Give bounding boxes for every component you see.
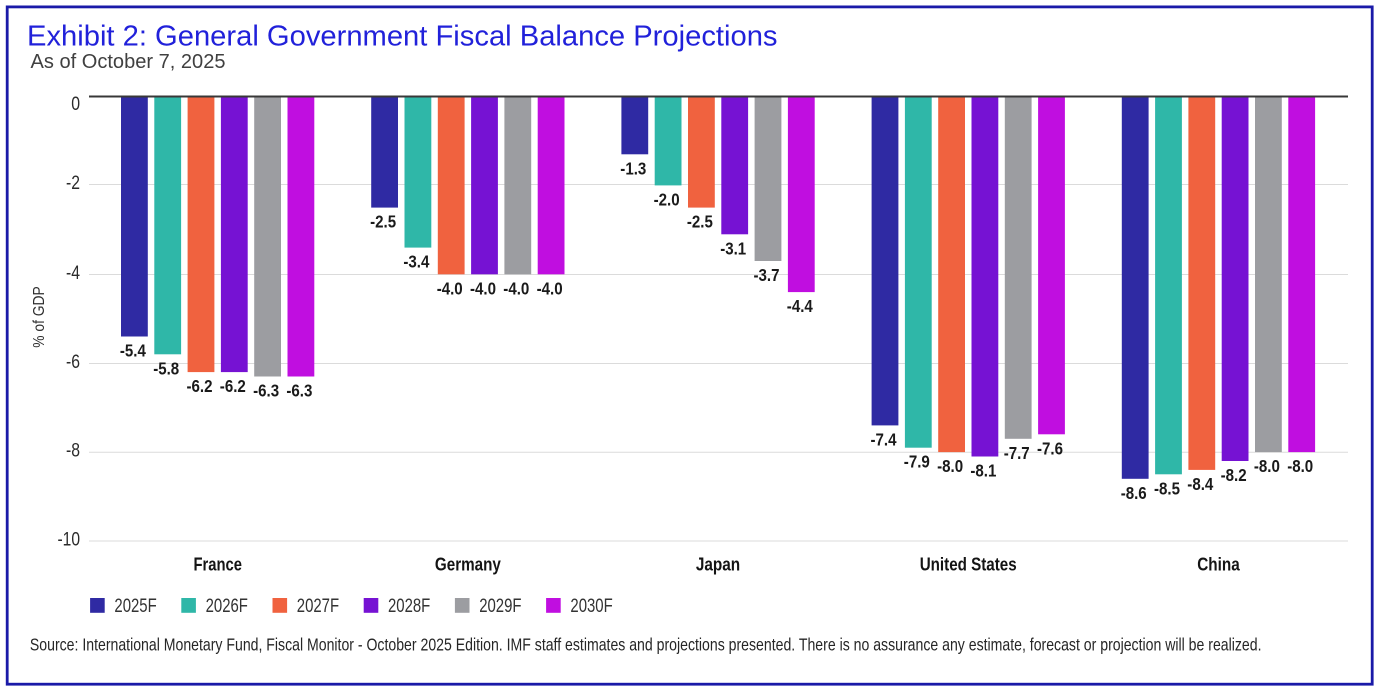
svg-text:As of October 7, 2025: As of October 7, 2025 xyxy=(31,51,226,73)
svg-text:2027F: 2027F xyxy=(297,596,339,617)
svg-text:-4.4: -4.4 xyxy=(787,296,813,316)
svg-text:-7.9: -7.9 xyxy=(904,452,930,472)
svg-text:-3.1: -3.1 xyxy=(720,238,746,258)
svg-text:-7.6: -7.6 xyxy=(1037,438,1063,458)
svg-text:-6: -6 xyxy=(66,352,80,373)
svg-text:China: China xyxy=(1197,555,1240,575)
svg-text:Exhibit 2: General Government: Exhibit 2: General Government Fiscal Bal… xyxy=(27,21,777,53)
svg-text:-3.7: -3.7 xyxy=(754,265,780,285)
svg-text:United States: United States xyxy=(920,555,1017,575)
svg-text:-2.5: -2.5 xyxy=(370,212,396,232)
svg-text:-4.0: -4.0 xyxy=(503,278,529,298)
svg-text:Source: International Monetary: Source: International Monetary Fund, Fis… xyxy=(30,634,1262,654)
svg-text:-2.0: -2.0 xyxy=(654,189,680,209)
svg-text:-4.0: -4.0 xyxy=(537,278,563,298)
svg-text:-4.0: -4.0 xyxy=(470,278,496,298)
svg-text:Japan: Japan xyxy=(696,555,740,575)
svg-text:-8.4: -8.4 xyxy=(1187,474,1213,494)
svg-text:France: France xyxy=(193,555,242,575)
svg-text:-6.3: -6.3 xyxy=(286,381,312,401)
svg-text:2025F: 2025F xyxy=(114,596,156,617)
svg-text:-8.1: -8.1 xyxy=(970,461,996,481)
svg-text:-3.4: -3.4 xyxy=(403,252,429,272)
svg-text:2028F: 2028F xyxy=(388,596,430,617)
svg-text:-8.6: -8.6 xyxy=(1121,483,1147,503)
svg-text:-8.0: -8.0 xyxy=(1287,456,1313,476)
svg-text:-6.2: -6.2 xyxy=(187,376,213,396)
svg-text:2026F: 2026F xyxy=(206,596,248,617)
svg-text:-8.0: -8.0 xyxy=(937,456,963,476)
svg-text:-5.4: -5.4 xyxy=(120,341,146,361)
svg-text:-7.4: -7.4 xyxy=(871,429,897,449)
svg-text:% of GDP: % of GDP xyxy=(31,286,48,348)
svg-text:-4: -4 xyxy=(66,263,80,284)
svg-text:-8.5: -8.5 xyxy=(1154,478,1180,498)
svg-text:-6.3: -6.3 xyxy=(253,381,279,401)
svg-text:-5.8: -5.8 xyxy=(153,358,179,378)
svg-text:0: 0 xyxy=(71,94,80,115)
svg-text:-2: -2 xyxy=(66,173,80,194)
svg-text:Germany: Germany xyxy=(435,555,501,575)
svg-text:-8.0: -8.0 xyxy=(1254,456,1280,476)
svg-text:-8: -8 xyxy=(66,441,80,462)
svg-text:-7.7: -7.7 xyxy=(1004,443,1030,463)
svg-text:-1.3: -1.3 xyxy=(620,158,646,178)
svg-text:-2.5: -2.5 xyxy=(687,212,713,232)
svg-text:-8.2: -8.2 xyxy=(1221,465,1247,485)
svg-text:-4.0: -4.0 xyxy=(437,278,463,298)
svg-text:2030F: 2030F xyxy=(570,596,612,617)
svg-text:2029F: 2029F xyxy=(479,596,521,617)
svg-text:-10: -10 xyxy=(58,530,81,551)
svg-text:-6.2: -6.2 xyxy=(220,376,246,396)
